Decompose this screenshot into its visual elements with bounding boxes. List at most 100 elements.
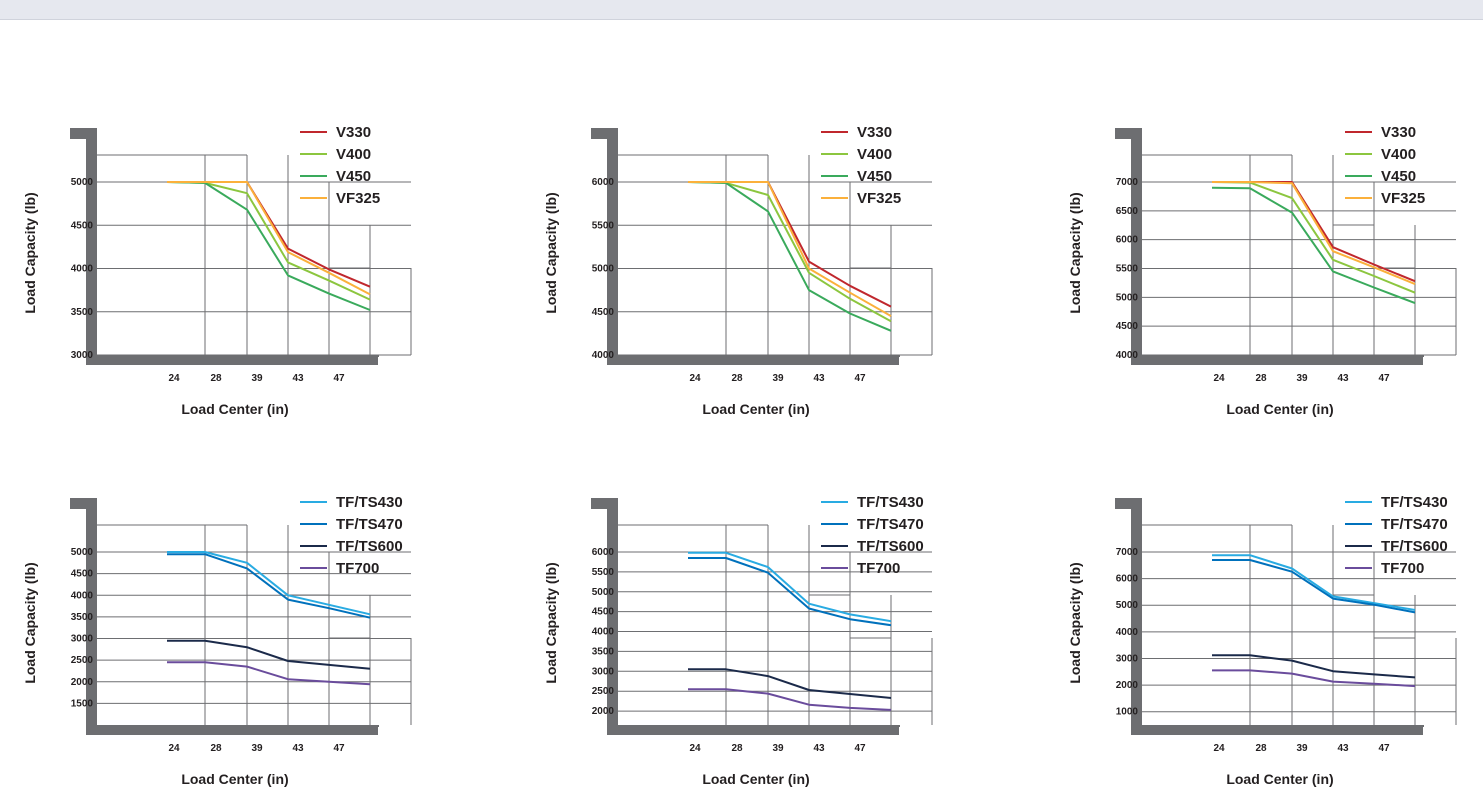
legend-label: V400 [1381,146,1416,163]
series-line [167,181,371,296]
y-tick-label: 3000 [1116,653,1139,664]
legend-label: V400 [336,146,371,163]
x-tick-label: 28 [210,743,222,754]
series-line [167,553,371,619]
legend-label: V450 [857,168,892,185]
frame-bottom [607,725,899,735]
y-axis-label: Load Capacity (lb) [1067,562,1083,683]
y-tick-label: 3000 [592,666,615,677]
frame-bottom [322,725,378,735]
x-tick-label: 39 [772,743,784,754]
frame-left [591,128,618,355]
y-axis-label: Load Capacity (lb) [22,192,38,313]
y-tick-label: 5500 [592,220,615,231]
frame-left [591,498,618,725]
y-tick-label: 5000 [1116,292,1139,303]
legend-label: V450 [1381,168,1416,185]
legend-label: TF/TS470 [857,516,924,533]
series-line [688,557,892,627]
series-line [1212,559,1416,614]
legend-label: V330 [336,124,371,141]
x-tick-label: 24 [689,743,701,754]
frame-bottom [843,725,899,735]
y-tick-label: 4500 [1116,321,1139,332]
series-line [688,688,892,711]
y-axis-label: Load Capacity (lb) [22,562,38,683]
x-tick-label: 39 [772,373,784,384]
y-tick-label: 4000 [592,627,615,638]
chart-panel: 4000 4500 5000 5500 6000 6500 7000 24 28 39 43 47 Lo… [1067,124,1457,417]
legend-label: TF/TS470 [1381,516,1448,533]
y-tick-label: 6000 [1116,235,1139,246]
y-tick-label: 3500 [592,646,615,657]
y-tick-label: 2000 [71,677,94,688]
y-tick-label: 5000 [592,587,615,598]
y-tick-label: 3000 [71,350,94,361]
y-axis-label: Load Capacity (lb) [543,562,559,683]
legend-label: TF700 [1381,560,1424,577]
x-tick-label: 28 [731,743,743,754]
y-tick-label: 4500 [71,569,94,580]
y-tick-label: 1500 [71,698,94,709]
chart-panel: 2000 2500 3000 3500 4000 4500 5000 5500 6000 24 28… [543,494,933,787]
y-tick-label: 3500 [71,612,94,623]
legend-label: TF/TS470 [336,516,403,533]
x-axis-label: Load Center (in) [1226,401,1333,417]
y-tick-label: 4000 [592,350,615,361]
y-tick-label: 2500 [71,655,94,666]
y-tick-label: 7000 [1116,547,1139,558]
top-banner [0,0,1483,19]
x-axis-label: Load Center (in) [702,401,809,417]
legend-label: TF700 [336,560,379,577]
x-tick-label: 47 [1378,373,1390,384]
top-banner-divider [0,19,1483,20]
y-tick-label: 4000 [1116,350,1139,361]
y-tick-label: 6000 [592,547,615,558]
x-tick-label: 47 [854,373,866,384]
y-tick-label: 1000 [1116,707,1139,718]
x-axis-label: Load Center (in) [702,771,809,787]
y-tick-label: 4000 [71,264,94,275]
legend-label: V330 [857,124,892,141]
x-tick-label: 43 [292,373,304,384]
series-line [1211,186,1416,305]
y-tick-label: 7000 [1116,177,1139,188]
frame-bottom [86,355,378,365]
x-tick-label: 24 [168,743,180,754]
x-tick-label: 28 [1255,373,1267,384]
legend-label: VF325 [1381,190,1425,207]
x-tick-label: 39 [251,373,263,384]
frame-left [1115,128,1142,355]
frame-left [70,498,97,725]
x-tick-label: 39 [1296,373,1308,384]
legend-label: VF325 [857,190,901,207]
x-axis-label: Load Center (in) [1226,771,1333,787]
y-tick-label: 6000 [1116,574,1139,585]
legend-label: TF/TS600 [1381,538,1448,555]
series-line [688,181,892,317]
x-tick-label: 43 [1337,373,1349,384]
x-tick-label: 28 [210,373,222,384]
series-line [1212,554,1416,611]
legend-label: TF/TS600 [336,538,403,555]
legend-label: TF/TS430 [1381,494,1448,511]
x-tick-label: 43 [292,743,304,754]
y-tick-label: 2500 [592,686,615,697]
y-axis-label: Load Capacity (lb) [543,192,559,313]
legend-label: TF700 [857,560,900,577]
chart-panel: 4000 4500 5000 5500 6000 24 28 39 43 47 Load Cente… [543,124,933,417]
x-tick-label: 43 [813,743,825,754]
frame-bottom [1131,355,1423,365]
y-tick-label: 3000 [71,634,94,645]
x-tick-label: 28 [731,373,743,384]
legend-label: VF325 [336,190,380,207]
series-line [1212,669,1416,688]
series-line [688,668,892,699]
x-tick-label: 47 [333,373,345,384]
series-line [167,551,371,616]
x-axis-label: Load Center (in) [181,771,288,787]
x-tick-label: 47 [854,743,866,754]
x-tick-label: 47 [333,743,345,754]
legend-label: V450 [336,168,371,185]
y-tick-label: 5000 [71,177,94,188]
